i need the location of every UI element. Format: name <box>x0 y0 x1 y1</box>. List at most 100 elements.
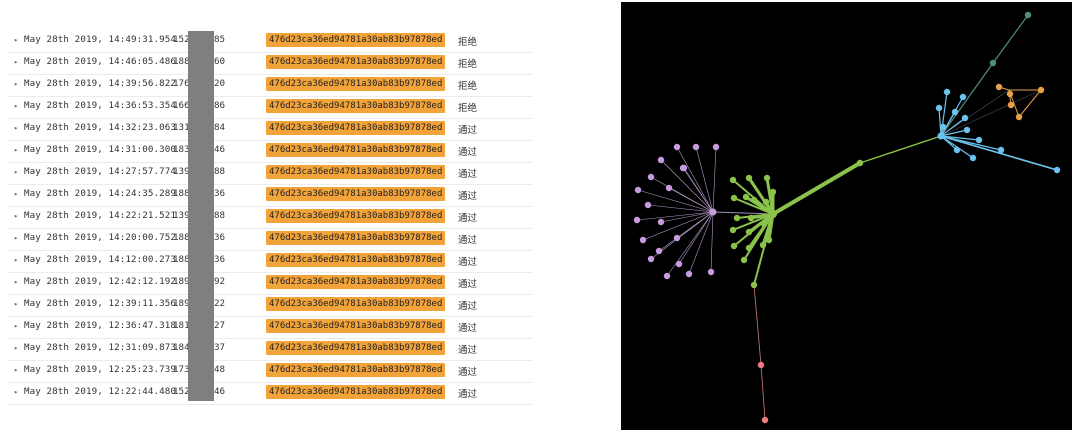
expand-triangle-icon[interactable]: ▸ <box>14 80 19 88</box>
graph-node[interactable] <box>663 272 671 280</box>
graph-node[interactable] <box>995 83 1003 91</box>
graph-node[interactable] <box>647 173 655 181</box>
graph-node[interactable] <box>961 114 969 122</box>
graph-node[interactable] <box>953 146 961 154</box>
table-row[interactable]: ▸ May 28th 2019, 14:36:53.354 1660 86 476d23… <box>8 96 532 119</box>
table-row[interactable]: ▸ May 28th 2019, 14:24:35.289 1885 36 476d23… <box>8 184 532 207</box>
graph-node[interactable] <box>729 176 737 184</box>
expand-triangle-icon[interactable]: ▸ <box>14 366 19 374</box>
expand-triangle-icon[interactable]: ▸ <box>14 36 19 44</box>
table-row[interactable]: ▸ May 28th 2019, 14:31:00.300 1839 46 476d23… <box>8 140 532 163</box>
graph-node[interactable] <box>1024 11 1032 19</box>
graph-node[interactable] <box>759 241 767 249</box>
graph-node[interactable] <box>1015 113 1023 121</box>
graph-node[interactable] <box>769 188 777 196</box>
graph-node[interactable] <box>1007 101 1015 109</box>
graph-node[interactable] <box>730 242 738 250</box>
expand-triangle-icon[interactable]: ▸ <box>14 388 19 396</box>
graph-node[interactable] <box>712 143 720 151</box>
graph-node[interactable] <box>665 184 673 192</box>
graph-node[interactable] <box>943 88 951 96</box>
graph-node[interactable] <box>939 123 947 131</box>
expand-triangle-icon[interactable]: ▸ <box>14 168 19 176</box>
expand-triangle-icon[interactable]: ▸ <box>14 102 19 110</box>
graph-node[interactable] <box>997 146 1005 154</box>
table-row[interactable]: ▸ May 28th 2019, 14:20:00.752 1885 36 476d23… <box>8 228 532 251</box>
table-row[interactable]: ▸ May 28th 2019, 14:27:57.774 1391 88 476d23… <box>8 162 532 185</box>
graph-node[interactable] <box>742 193 750 201</box>
table-row[interactable]: ▸ May 28th 2019, 12:36:47.318 1811 27 476d23… <box>8 316 532 339</box>
table-row[interactable]: ▸ May 28th 2019, 12:42:12.192 1891 92 476d23… <box>8 272 532 295</box>
graph-node[interactable] <box>673 143 681 151</box>
graph-node[interactable] <box>685 270 693 278</box>
table-row[interactable]: ▸ May 28th 2019, 12:39:11.356 1899 22 476d23… <box>8 294 532 317</box>
graph-node[interactable] <box>769 210 777 218</box>
graph-edge <box>668 187 714 213</box>
expand-triangle-icon[interactable]: ▸ <box>14 344 19 352</box>
graph-node[interactable] <box>657 218 665 226</box>
graph-node[interactable] <box>647 255 655 263</box>
expand-triangle-icon[interactable]: ▸ <box>14 234 19 242</box>
graph-node[interactable] <box>760 220 768 228</box>
graph-node[interactable] <box>634 186 642 194</box>
table-row[interactable]: ▸ May 28th 2019, 14:22:21.521 1391 88 476d23… <box>8 206 532 229</box>
graph-node[interactable] <box>937 132 945 140</box>
graph-edge <box>940 135 980 141</box>
graph-node[interactable] <box>1053 166 1061 174</box>
table-row[interactable]: ▸ May 28th 2019, 12:25:23.739 1739 48 476d23… <box>8 360 532 383</box>
graph-node[interactable] <box>639 236 647 244</box>
graph-node[interactable] <box>745 228 753 236</box>
table-row[interactable]: ▸ May 28th 2019, 14:49:31.954 1529 85 476d23… <box>8 30 532 53</box>
relationship-graph[interactable] <box>621 2 1072 430</box>
table-row[interactable]: ▸ May 28th 2019, 12:22:44.480 1521 46 476d23… <box>8 382 532 405</box>
table-row[interactable]: ▸ May 28th 2019, 14:46:05.486 1889 60 476d23… <box>8 52 532 75</box>
graph-node[interactable] <box>745 174 753 182</box>
graph-node[interactable] <box>750 281 758 289</box>
graph-node[interactable] <box>959 93 967 101</box>
graph-node[interactable] <box>762 198 770 206</box>
expand-triangle-icon[interactable]: ▸ <box>14 212 19 220</box>
expand-triangle-icon[interactable]: ▸ <box>14 300 19 308</box>
graph-node[interactable] <box>765 236 773 244</box>
expand-triangle-icon[interactable]: ▸ <box>14 256 19 264</box>
table-row[interactable]: ▸ May 28th 2019, 14:32:23.063 1310 84 476d23… <box>8 118 532 141</box>
graph-node[interactable] <box>657 156 665 164</box>
expand-triangle-icon[interactable]: ▸ <box>14 146 19 154</box>
graph-node[interactable] <box>709 208 717 216</box>
graph-node[interactable] <box>1037 86 1045 94</box>
graph-node[interactable] <box>644 201 652 209</box>
graph-node[interactable] <box>763 174 771 182</box>
expand-triangle-icon[interactable]: ▸ <box>14 278 19 286</box>
graph-node[interactable] <box>740 256 748 264</box>
graph-node[interactable] <box>673 234 681 242</box>
graph-node[interactable] <box>729 226 737 234</box>
graph-node[interactable] <box>951 108 959 116</box>
expand-triangle-icon[interactable]: ▸ <box>14 124 19 132</box>
graph-node[interactable] <box>750 196 758 204</box>
table-row[interactable]: ▸ May 28th 2019, 12:31:09.873 1840 37 476d23… <box>8 338 532 361</box>
table-row[interactable]: ▸ May 28th 2019, 14:39:56.822 1769 20 476d23… <box>8 74 532 97</box>
graph-node[interactable] <box>963 126 971 134</box>
graph-node[interactable] <box>707 268 715 276</box>
graph-node[interactable] <box>975 136 983 144</box>
graph-node[interactable] <box>633 216 641 224</box>
graph-node[interactable] <box>761 416 769 424</box>
graph-node[interactable] <box>745 244 753 252</box>
graph-node[interactable] <box>969 154 977 162</box>
graph-node[interactable] <box>692 143 700 151</box>
expand-triangle-icon[interactable]: ▸ <box>14 322 19 330</box>
graph-node[interactable] <box>757 361 765 369</box>
graph-node[interactable] <box>935 104 943 112</box>
graph-node[interactable] <box>655 247 663 255</box>
graph-node[interactable] <box>989 59 997 67</box>
graph-node[interactable] <box>733 214 741 222</box>
graph-node[interactable] <box>747 214 755 222</box>
graph-node[interactable] <box>675 260 683 268</box>
graph-node[interactable] <box>730 194 738 202</box>
expand-triangle-icon[interactable]: ▸ <box>14 190 19 198</box>
table-row[interactable]: ▸ May 28th 2019, 14:12:00.273 1885 36 476d23… <box>8 250 532 273</box>
graph-node[interactable] <box>856 159 864 167</box>
graph-node[interactable] <box>1006 90 1014 98</box>
expand-triangle-icon[interactable]: ▸ <box>14 58 19 66</box>
graph-node[interactable] <box>679 164 687 172</box>
